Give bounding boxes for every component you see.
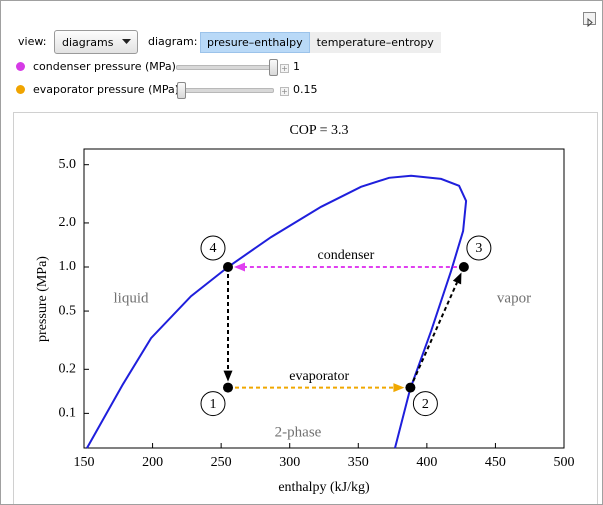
y-axis-label: pressure (MPa): [35, 256, 50, 342]
y-tick-label: 0.5: [59, 303, 77, 318]
tab-bar: presure–enthalpy temperature–entropy: [200, 32, 441, 53]
process-label: condenser: [318, 248, 375, 263]
y-tick-label: 5.0: [59, 157, 77, 172]
slider-label: evaporator pressure (MPa): [33, 83, 180, 96]
view-dropdown[interactable]: diagrams: [54, 30, 138, 54]
view-value: diagrams: [62, 36, 114, 49]
view-label: view:: [18, 35, 47, 48]
tab[interactable]: presure–enthalpy: [200, 32, 310, 53]
point-badge: [466, 235, 492, 261]
slider-plus[interactable]: +: [280, 64, 289, 73]
slider-track[interactable]: [176, 88, 274, 93]
tab[interactable]: temperature–entropy: [309, 32, 441, 53]
y-tick-label: 1.0: [59, 259, 77, 274]
plot-frame: [83, 148, 565, 449]
slider-label: condenser pressure (MPa): [33, 60, 176, 73]
y-tick-label: 0.1: [59, 406, 77, 421]
point-label: 4: [210, 241, 217, 256]
slider-dot: [16, 85, 25, 94]
arrow-head: [223, 370, 233, 382]
process-label: evaporator: [289, 369, 349, 384]
x-axis-label: enthalpy (kJ/kg): [278, 480, 370, 495]
point-label: 3: [475, 241, 482, 256]
point-badge: [412, 391, 438, 417]
state-point: [223, 262, 233, 273]
point-label: 2: [422, 397, 429, 412]
diagram-label: diagram:: [148, 35, 198, 48]
slider-value: 0.15: [293, 83, 318, 96]
slider-value: 1: [293, 60, 300, 73]
y-tick-label: 2.0: [59, 215, 77, 230]
x-tick-label: 500: [554, 455, 575, 470]
arrow-head: [452, 272, 462, 285]
arrow-head: [234, 262, 245, 272]
region-label: liquid: [113, 290, 149, 306]
arrow-head: [393, 383, 405, 393]
x-tick-label: 450: [485, 455, 506, 470]
x-tick-label: 150: [74, 455, 95, 470]
x-tick-label: 350: [348, 455, 369, 470]
x-tick-label: 200: [142, 455, 163, 470]
x-tick-label: 250: [211, 455, 232, 470]
y-tick-label: 0.2: [59, 362, 77, 377]
slider-thumb[interactable]: [177, 82, 186, 99]
x-tick-label: 400: [416, 455, 437, 470]
region-label: vapor: [497, 290, 531, 306]
process-arrow: [409, 282, 458, 389]
slider-thumb[interactable]: [269, 59, 278, 76]
saturation-curve: [86, 174, 468, 449]
x-tick-label: 300: [279, 455, 300, 470]
state-point: [405, 382, 416, 393]
corner-button[interactable]: [583, 12, 596, 28]
region-label: 2-phase: [275, 424, 322, 440]
chart-title: COP = 3.3: [289, 123, 348, 138]
state-point: [223, 382, 233, 393]
point-badge: [200, 391, 226, 417]
plot-panel: [13, 112, 598, 504]
slider-plus[interactable]: +: [280, 87, 289, 96]
point-label: 1: [210, 397, 217, 412]
state-point: [458, 262, 469, 273]
slider-dot: [16, 62, 25, 71]
point-badge: [200, 235, 226, 261]
